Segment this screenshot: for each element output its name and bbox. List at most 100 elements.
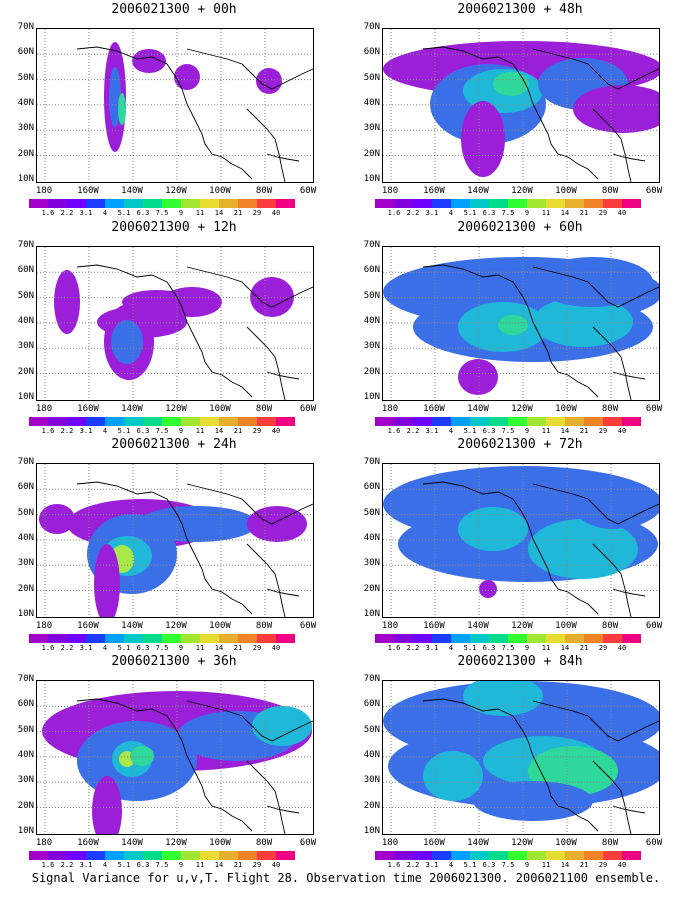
colorbar: [375, 199, 641, 208]
longitude-label: 80W: [601, 838, 619, 848]
colorbar-segment: [394, 199, 413, 208]
latitude-label: 20N: [17, 148, 34, 159]
panel-title: 2006021300 + 12h: [111, 220, 237, 235]
panel-title: 2006021300 + 48h: [457, 2, 583, 17]
coastline: [592, 326, 632, 400]
colorbar-label: 6.3: [136, 209, 150, 217]
colorbar-segment: [276, 851, 295, 860]
coastline: [612, 588, 646, 597]
longitude-label: 160W: [77, 186, 99, 196]
colorbar-label: 5.1: [463, 427, 477, 435]
colorbar-segment: [622, 851, 641, 860]
latitude-label: 50N: [17, 507, 34, 518]
latitude-label: 70N: [363, 240, 380, 250]
variance-contour: [130, 746, 154, 766]
latitude-label: 50N: [363, 290, 380, 301]
colorbar-segment: [451, 851, 470, 860]
colorbar: [375, 851, 641, 860]
colorbar-segment: [432, 199, 451, 208]
longitude-label: 160W: [423, 621, 445, 631]
panel-title: 2006021300 + 36h: [111, 654, 237, 669]
colorbar-segment: [432, 634, 451, 643]
colorbar-label: 6.3: [136, 861, 150, 869]
longitude-label: 80W: [255, 621, 273, 631]
longitude-label: 120W: [165, 186, 187, 196]
coastline: [532, 266, 659, 308]
colorbar-label: 21: [233, 644, 243, 652]
latitude-label: 60N: [17, 699, 34, 710]
colorbar-label: 14: [214, 861, 224, 869]
latitude-label: 50N: [17, 72, 34, 83]
longitude-label: 80W: [255, 404, 273, 414]
colorbar-label: 5.1: [463, 644, 477, 652]
longitude-label: 180: [35, 621, 53, 631]
colorbar-label: 11: [195, 644, 205, 652]
colorbar-segment: [470, 851, 489, 860]
colorbar-label: 7.5: [501, 209, 515, 217]
colorbar-segment: [375, 199, 394, 208]
longitude-label: 60W: [645, 404, 663, 414]
longitude-label: 80W: [601, 621, 619, 631]
colorbar-label: 5.1: [463, 209, 477, 217]
colorbar-segment: [181, 417, 200, 426]
colorbar-label: 1.6: [41, 861, 55, 869]
colorbar-label: 6.3: [482, 209, 496, 217]
colorbar-segment: [29, 417, 48, 426]
colorbar-segment: [200, 417, 219, 426]
variance-contour: [174, 64, 200, 90]
colorbar-segment: [200, 851, 219, 860]
latitude-label: 60N: [363, 47, 380, 58]
colorbar-label: 4: [448, 427, 454, 435]
latitude-label: 40N: [17, 97, 34, 108]
colorbar-segment: [603, 851, 622, 860]
colorbar-label: 29: [252, 861, 262, 869]
colorbar-label: 11: [195, 861, 205, 869]
colorbar-label: 29: [252, 209, 262, 217]
colorbar-segment: [48, 634, 67, 643]
colorbar-segment: [48, 199, 67, 208]
colorbar-label: 4: [448, 644, 454, 652]
colorbar-segment: [257, 851, 276, 860]
panel-title: 2006021300 + 84h: [457, 654, 583, 669]
colorbar-label: 4: [102, 209, 108, 217]
colorbar-segment: [413, 417, 432, 426]
colorbar: [375, 634, 641, 643]
colorbar-segment: [200, 199, 219, 208]
latitude-label: 20N: [17, 366, 34, 377]
panel-title: 2006021300 + 60h: [457, 220, 583, 235]
colorbar-label: 7.5: [501, 427, 515, 435]
colorbar-label: 9: [524, 209, 530, 217]
longitude-label: 120W: [165, 838, 187, 848]
coastline: [266, 805, 300, 814]
coastline: [186, 483, 313, 525]
map-plot-area: [36, 680, 314, 835]
colorbar-segment: [546, 634, 565, 643]
coastline: [76, 481, 253, 615]
colorbar-label: 6.3: [482, 861, 496, 869]
colorbar: [29, 199, 295, 208]
latitude-label: 70N: [363, 22, 380, 32]
colorbar-segment: [219, 634, 238, 643]
colorbar-label: 2.2: [406, 644, 420, 652]
colorbar-label: 11: [195, 427, 205, 435]
colorbar-label: 6.3: [482, 644, 496, 652]
longitude-label: 160W: [77, 621, 99, 631]
latitude-label: 50N: [363, 724, 380, 735]
colorbar-segment: [603, 417, 622, 426]
colorbar-segment: [29, 199, 48, 208]
colorbar-segment: [67, 851, 86, 860]
colorbar-segment: [565, 417, 584, 426]
colorbar-label: 40: [271, 861, 281, 869]
latitude-label: 40N: [17, 532, 34, 543]
latitude-label: 20N: [17, 583, 34, 594]
map-svg: [37, 464, 313, 617]
colorbar-segment: [124, 417, 143, 426]
longitude-label: 60W: [645, 838, 663, 848]
colorbar-segment: [584, 199, 603, 208]
colorbar-label: 4: [102, 427, 108, 435]
coastline: [592, 108, 632, 182]
colorbar-label: 3.1: [425, 861, 439, 869]
colorbar-label: 14: [560, 644, 570, 652]
latitude-label: 30N: [17, 558, 34, 569]
colorbar-segment: [565, 199, 584, 208]
